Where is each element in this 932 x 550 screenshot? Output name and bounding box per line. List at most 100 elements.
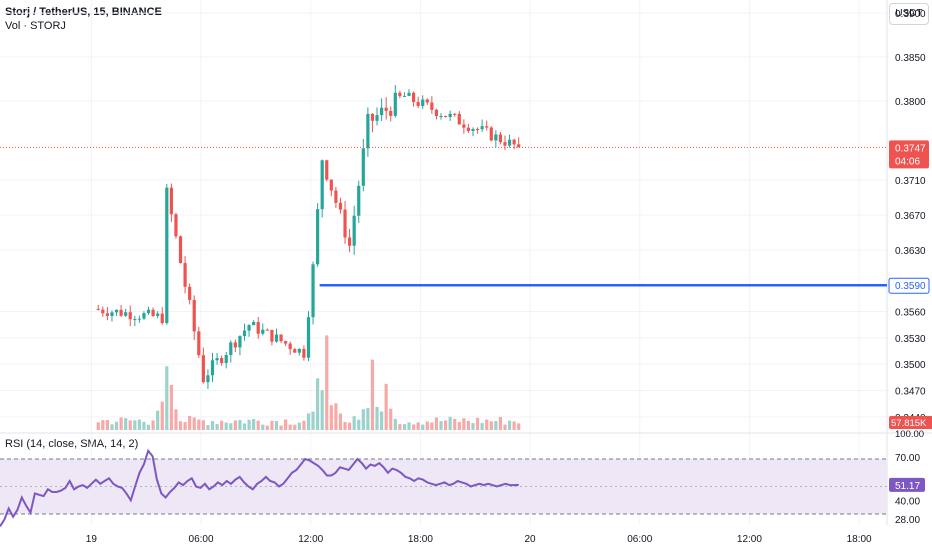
support-badge [888, 277, 930, 294]
candle-body [498, 134, 503, 143]
candle-body [320, 160, 324, 210]
volume-bar [238, 419, 242, 430]
volume-bar [475, 417, 480, 430]
candle-body [265, 329, 269, 331]
volume-bar [306, 413, 311, 430]
candle-body [247, 325, 251, 331]
currency-button[interactable]: USDT [889, 3, 929, 25]
candle-body [480, 126, 484, 130]
volume-bar [183, 422, 187, 430]
x-tick-label: 20 [525, 534, 537, 545]
volume-bar [407, 422, 411, 430]
volume-bar [142, 421, 146, 430]
candle-body [101, 309, 105, 314]
candle-body [124, 312, 128, 316]
volume-bar [498, 417, 503, 430]
y-tick-label: 0.3500 [895, 360, 926, 371]
candle-body [297, 348, 301, 353]
rsi-badge [889, 477, 925, 492]
volume-bar [325, 335, 329, 430]
y-tick-label: 0.3710 [895, 176, 926, 187]
countdown-label: 04:06 [895, 156, 920, 167]
volume-bar [311, 411, 315, 430]
volume-bar [366, 408, 370, 430]
candle-body [270, 329, 274, 342]
candle-body [425, 99, 429, 103]
volume-bar [297, 422, 301, 430]
candle-body [453, 113, 457, 115]
candle-body [352, 215, 356, 246]
candle-body [343, 209, 347, 238]
volume-bar [133, 420, 137, 430]
candle-body [151, 309, 155, 316]
candle-body [206, 375, 210, 383]
candle-body [430, 102, 434, 110]
volume-bar [453, 418, 457, 430]
y-tick-label: 0.3850 [895, 53, 926, 64]
candle-body [137, 318, 141, 320]
volume-bar [105, 419, 109, 430]
volume-bar [188, 415, 192, 430]
rsi-line [0, 448, 519, 527]
x-tick-label: 12:00 [737, 534, 762, 545]
candle-body [178, 236, 183, 264]
volume-bar [146, 424, 151, 430]
candle-body [119, 309, 123, 316]
volume-bar [398, 424, 402, 430]
y-tick-label: 0.3800 [895, 97, 926, 108]
volume-bar [192, 417, 196, 430]
y-tick-label: 0.3560 [895, 308, 926, 319]
candle-body [411, 92, 416, 103]
candle-body [105, 313, 109, 316]
volume-bar [224, 422, 228, 430]
candle-body [517, 144, 521, 148]
candle-body [439, 115, 443, 117]
volume-bar [302, 420, 306, 430]
volume-bar [197, 419, 201, 430]
candle-body [489, 127, 493, 141]
candle-body [133, 318, 137, 320]
volume-bar [466, 420, 471, 430]
volume-bar [160, 401, 164, 430]
volume-bar [265, 425, 269, 430]
candle-body [229, 342, 233, 356]
volume-bar [256, 420, 260, 430]
candle-body [457, 113, 461, 125]
volume-bar [494, 421, 498, 430]
candle-body [416, 102, 420, 107]
volume-bar [338, 413, 343, 430]
volume-badge [889, 416, 932, 429]
volume-bar [293, 424, 297, 430]
volume-bar [348, 422, 352, 430]
volume-bar [425, 421, 429, 430]
volume-legend: Vol · STORJ [5, 20, 66, 32]
volume-bar [343, 421, 347, 430]
candle-body [192, 299, 196, 332]
candle-body [215, 358, 219, 361]
candle-body [503, 142, 507, 146]
candle-body [393, 92, 397, 116]
candle-body [512, 139, 516, 145]
rsi-tick-label: 70.00 [895, 453, 920, 464]
volume-bar [334, 403, 338, 430]
candle-body [279, 334, 283, 342]
candle-body [407, 92, 411, 96]
x-tick-label: 06:00 [627, 534, 652, 545]
candle-body [210, 360, 215, 376]
candle-body [220, 358, 224, 363]
candle-body [357, 185, 361, 216]
volume-bar [247, 419, 251, 430]
rsi-tick-label: 40.00 [895, 496, 920, 507]
volume-bar [101, 420, 105, 430]
candle-body [348, 237, 352, 246]
volume-bar [174, 409, 178, 430]
candle-body [174, 214, 178, 237]
volume-bar [462, 418, 466, 430]
candle-body [306, 317, 311, 358]
rsi-value-label: 51.17 [895, 481, 920, 492]
volume-bar [517, 423, 521, 430]
volume-bar [430, 422, 434, 430]
volume-bar [384, 383, 388, 430]
candle-body [242, 330, 247, 337]
